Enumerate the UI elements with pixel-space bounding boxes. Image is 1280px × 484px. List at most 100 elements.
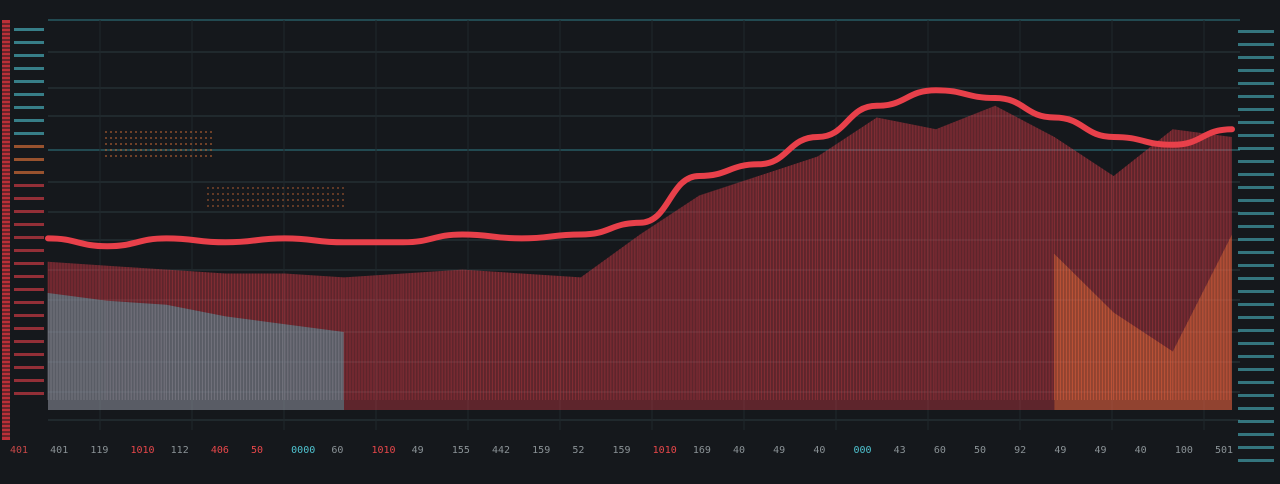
dot-marker [180, 155, 182, 157]
dot-marker [287, 187, 289, 189]
dot-marker [150, 155, 152, 157]
dot-marker [110, 131, 112, 133]
right-axis-mark [1238, 290, 1274, 293]
dot-marker [180, 137, 182, 139]
left-axis-mark [14, 353, 44, 356]
dot-marker [170, 143, 172, 145]
right-axis-mark [1238, 43, 1274, 46]
dot-marker [205, 137, 207, 139]
dot-marker [145, 143, 147, 145]
left-axis-mark [14, 379, 44, 382]
right-axis-mark [1238, 108, 1274, 111]
dot-marker [212, 193, 214, 195]
dot-marker [150, 137, 152, 139]
dot-marker [217, 199, 219, 201]
x-tick-label: 52 [572, 445, 584, 456]
dot-marker [120, 131, 122, 133]
right-axis-mark [1238, 147, 1274, 150]
right-axis-mark [1238, 69, 1274, 72]
dot-marker [222, 193, 224, 195]
dot-marker [155, 143, 157, 145]
dot-marker [287, 205, 289, 207]
dot-marker [237, 187, 239, 189]
right-axis-mark [1238, 329, 1274, 332]
dot-marker [227, 193, 229, 195]
dot-marker [292, 199, 294, 201]
dot-marker [342, 187, 344, 189]
dot-marker [337, 193, 339, 195]
left-axis-mark [14, 249, 44, 252]
dot-marker [165, 149, 167, 151]
dot-marker [327, 187, 329, 189]
x-tick-label: 92 [1014, 445, 1026, 456]
dot-marker [185, 155, 187, 157]
dot-marker [160, 143, 162, 145]
dot-marker [210, 155, 212, 157]
decorations [2, 20, 1274, 462]
dot-marker [150, 131, 152, 133]
dot-marker [277, 199, 279, 201]
right-axis-mark [1238, 186, 1274, 189]
dot-marker [232, 205, 234, 207]
dot-marker [210, 131, 212, 133]
x-tick-label: 000 [854, 445, 872, 456]
dot-marker [140, 137, 142, 139]
dot-marker [200, 143, 202, 145]
dot-marker [282, 193, 284, 195]
dot-marker [170, 131, 172, 133]
left-axis-mark [14, 197, 44, 200]
left-axis-mark [14, 366, 44, 369]
dot-marker [200, 131, 202, 133]
dot-marker [105, 137, 107, 139]
left-axis-mark [14, 145, 44, 148]
dot-marker [170, 149, 172, 151]
dot-marker [342, 205, 344, 207]
dot-marker [252, 205, 254, 207]
dot-marker [232, 187, 234, 189]
right-axis-mark [1238, 368, 1274, 371]
dot-marker [165, 155, 167, 157]
dot-marker [332, 205, 334, 207]
dot-marker [195, 149, 197, 151]
dot-marker [110, 143, 112, 145]
dot-marker [277, 205, 279, 207]
dot-marker [115, 143, 117, 145]
x-tick-label: 119 [90, 445, 108, 456]
dot-marker [297, 193, 299, 195]
dot-marker [307, 199, 309, 201]
dot-marker [135, 137, 137, 139]
dot-marker [282, 199, 284, 201]
x-tick-label: 49 [773, 445, 785, 456]
dot-marker [207, 193, 209, 195]
right-axis-mark [1238, 56, 1274, 59]
dot-marker [125, 143, 127, 145]
right-axis-mark [1238, 459, 1274, 462]
dot-marker [105, 131, 107, 133]
dot-marker [175, 149, 177, 151]
dot-marker [110, 149, 112, 151]
x-tick-label: 49 [1054, 445, 1066, 456]
dot-marker [307, 205, 309, 207]
dot-marker [155, 149, 157, 151]
dot-marker [190, 143, 192, 145]
dot-marker [282, 205, 284, 207]
dot-marker [297, 187, 299, 189]
right-axis-mark [1238, 407, 1274, 410]
dot-marker [312, 205, 314, 207]
right-axis-mark [1238, 225, 1274, 228]
dot-marker [207, 205, 209, 207]
left-axis-mark [14, 171, 44, 174]
dot-marker [175, 155, 177, 157]
left-axis-mark [14, 106, 44, 109]
x-tick-label: 159 [532, 445, 550, 456]
x-tick-label: 60 [934, 445, 946, 456]
right-axis-mark [1238, 355, 1274, 358]
x-tick-label: 40 [733, 445, 745, 456]
dot-marker [205, 155, 207, 157]
dot-marker [145, 149, 147, 151]
dot-marker [242, 205, 244, 207]
dot-marker [125, 155, 127, 157]
dot-marker [125, 149, 127, 151]
dot-marker [217, 193, 219, 195]
dot-marker [210, 149, 212, 151]
